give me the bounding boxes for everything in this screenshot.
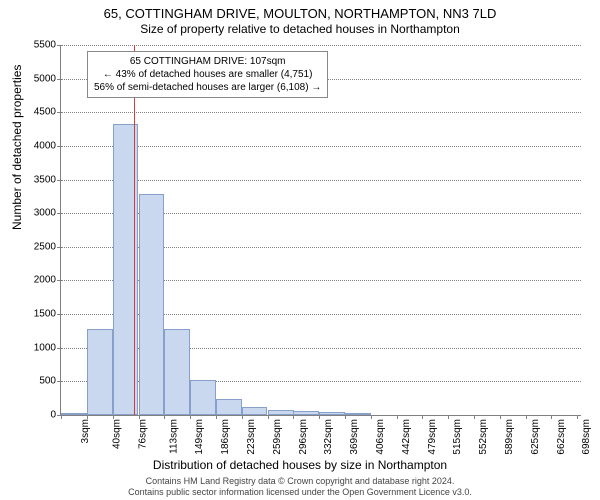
xtick-mark: [397, 415, 398, 419]
footer-line1: Contains HM Land Registry data © Crown c…: [0, 476, 600, 487]
xtick-label: 369sqm: [349, 419, 360, 455]
histogram-bar: [293, 411, 319, 415]
ytick-label: 0: [16, 410, 56, 421]
histogram-bar: [164, 329, 190, 415]
xtick-mark: [164, 415, 165, 419]
footer-line2: Contains public sector information licen…: [0, 487, 600, 498]
ytick-mark: [57, 79, 61, 80]
xtick-label: 113sqm: [168, 419, 179, 454]
xtick-label: 259sqm: [272, 419, 283, 455]
footer-text: Contains HM Land Registry data © Crown c…: [0, 476, 600, 498]
xtick-mark: [345, 415, 346, 419]
ytick-mark: [57, 381, 61, 382]
ytick-label: 4500: [16, 107, 56, 118]
xtick-label: 186sqm: [220, 419, 231, 455]
xtick-mark: [268, 415, 269, 419]
ytick-mark: [57, 314, 61, 315]
xtick-mark: [242, 415, 243, 419]
ytick-label: 5500: [16, 40, 56, 51]
histogram-bar: [242, 407, 268, 415]
histogram-bar: [190, 380, 216, 415]
xtick-label: 149sqm: [194, 419, 205, 455]
ytick-label: 3000: [16, 208, 56, 219]
ytick-label: 500: [16, 376, 56, 387]
histogram-bar: [61, 413, 87, 415]
histogram-bar: [345, 413, 371, 415]
annotation-box: 65 COTTINGHAM DRIVE: 107sqm ← 43% of det…: [87, 51, 328, 98]
annotation-line3: 56% of semi-detached houses are larger (…: [94, 81, 321, 94]
xtick-mark: [190, 415, 191, 419]
xtick-mark: [422, 415, 423, 419]
xtick-label: 698sqm: [581, 419, 592, 455]
ytick-mark: [57, 213, 61, 214]
ytick-label: 4000: [16, 140, 56, 151]
histogram-bar: [319, 412, 345, 415]
xtick-mark: [61, 415, 62, 419]
xtick-mark: [474, 415, 475, 419]
xtick-label: 589sqm: [505, 419, 516, 455]
xtick-mark: [87, 415, 88, 419]
histogram-bar: [139, 194, 165, 415]
xtick-mark: [551, 415, 552, 419]
xtick-label: 479sqm: [427, 419, 438, 455]
xtick-label: 442sqm: [401, 419, 412, 455]
chart-subtitle: Size of property relative to detached ho…: [0, 22, 600, 36]
xtick-label: 223sqm: [246, 419, 257, 455]
xtick-mark: [293, 415, 294, 419]
ytick-label: 5000: [16, 73, 56, 84]
ytick-mark: [57, 247, 61, 248]
gridline: [61, 180, 581, 181]
xtick-mark: [216, 415, 217, 419]
xtick-label: 552sqm: [478, 419, 489, 455]
xtick-mark: [448, 415, 449, 419]
xtick-label: 406sqm: [375, 419, 386, 455]
xtick-mark: [500, 415, 501, 419]
xtick-mark: [319, 415, 320, 419]
xtick-label: 3sqm: [80, 419, 91, 443]
gridline: [61, 45, 581, 46]
histogram-bar: [216, 399, 242, 415]
xtick-mark: [371, 415, 372, 419]
xtick-mark: [526, 415, 527, 419]
gridline: [61, 146, 581, 147]
ytick-mark: [57, 146, 61, 147]
xtick-label: 332sqm: [323, 419, 334, 455]
ytick-mark: [57, 112, 61, 113]
annotation-line1: 65 COTTINGHAM DRIVE: 107sqm: [94, 55, 321, 68]
ytick-mark: [57, 180, 61, 181]
plot-area: 3sqm40sqm76sqm113sqm149sqm186sqm223sqm25…: [60, 45, 581, 416]
xtick-label: 40sqm: [112, 419, 123, 449]
ytick-label: 3500: [16, 174, 56, 185]
gridline: [61, 112, 581, 113]
ytick-mark: [57, 280, 61, 281]
annotation-line2: ← 43% of detached houses are smaller (4,…: [94, 68, 321, 81]
xtick-mark: [139, 415, 140, 419]
xtick-label: 296sqm: [298, 419, 309, 455]
x-axis-label: Distribution of detached houses by size …: [0, 458, 600, 472]
ytick-mark: [57, 348, 61, 349]
xtick-mark: [577, 415, 578, 419]
xtick-mark: [113, 415, 114, 419]
ytick-label: 1500: [16, 309, 56, 320]
xtick-label: 515sqm: [452, 419, 463, 455]
ytick-mark: [57, 45, 61, 46]
xtick-label: 625sqm: [530, 419, 541, 455]
ytick-label: 1000: [16, 342, 56, 353]
chart-container: 65, COTTINGHAM DRIVE, MOULTON, NORTHAMPT…: [0, 0, 600, 500]
xtick-label: 662sqm: [556, 419, 567, 455]
chart-title: 65, COTTINGHAM DRIVE, MOULTON, NORTHAMPT…: [0, 6, 600, 21]
reference-line: [134, 45, 135, 415]
histogram-bar: [268, 410, 294, 415]
xtick-label: 76sqm: [137, 419, 148, 449]
ytick-label: 2000: [16, 275, 56, 286]
histogram-bar: [87, 329, 113, 415]
ytick-label: 2500: [16, 241, 56, 252]
